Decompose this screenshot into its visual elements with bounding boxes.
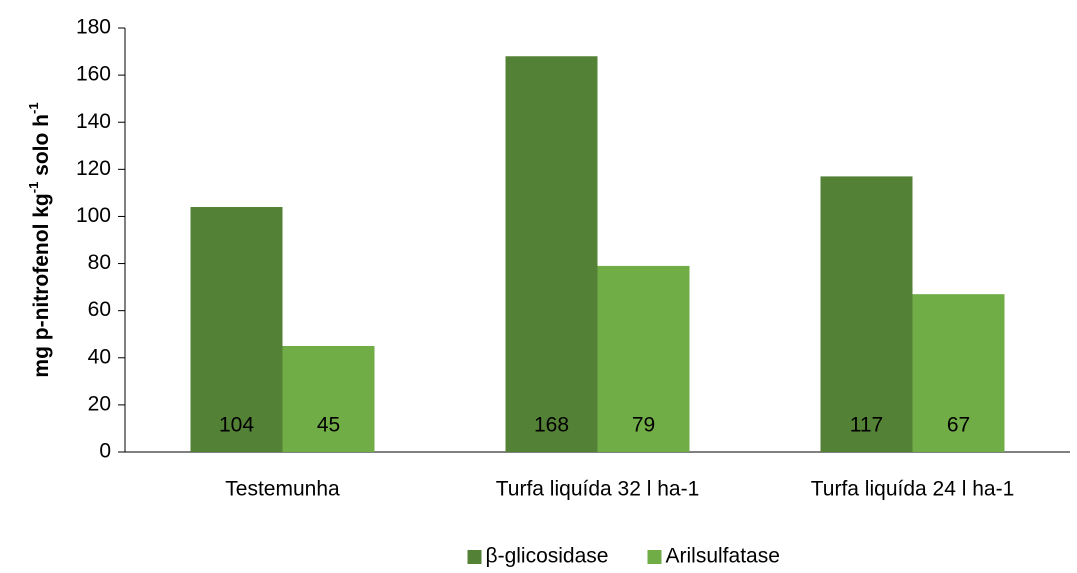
y-tick-label: 0 — [99, 440, 111, 463]
data-label: 104 — [219, 414, 254, 437]
data-label: 67 — [947, 414, 970, 437]
y-tick-label: 100 — [76, 204, 111, 227]
data-label: 79 — [632, 414, 655, 437]
y-tick-label: 160 — [76, 63, 111, 86]
bar — [597, 265, 690, 452]
y-tick-label: 120 — [76, 157, 111, 180]
bar — [282, 346, 375, 452]
x-tick-label: Testemunha — [225, 478, 340, 501]
y-label-part: -1 — [26, 182, 41, 194]
y-tick-label: 140 — [76, 110, 111, 133]
y-tick-label: 60 — [88, 298, 111, 321]
y-label-part: solo h — [30, 114, 53, 182]
x-tick-label: Turfa liquída 32 l ha-1 — [496, 478, 700, 501]
data-label: 117 — [850, 414, 883, 437]
legend-swatch — [647, 550, 662, 564]
y-tick-label: 20 — [88, 392, 111, 415]
y-tick-label: 180 — [76, 16, 111, 39]
legend-swatch — [467, 550, 482, 564]
bar — [820, 176, 913, 452]
data-label: 168 — [534, 414, 569, 437]
y-label-part: mg p-nitrofenol kg — [30, 193, 53, 377]
bar — [190, 207, 283, 452]
y-label-part: -1 — [26, 102, 41, 114]
x-tick-label: Turfa liquída 24 l ha-1 — [811, 478, 1015, 501]
data-label: 45 — [317, 414, 340, 437]
bar — [505, 56, 598, 453]
legend-label: β-glicosidase — [486, 545, 609, 568]
y-axis-label: mg p-nitrofenol kg-1 solo h-1 — [26, 102, 53, 377]
y-tick-label: 80 — [88, 251, 111, 274]
y-tick-label: 40 — [88, 345, 111, 368]
legend-label: Arilsulfatase — [666, 545, 780, 568]
bar — [912, 294, 1005, 452]
